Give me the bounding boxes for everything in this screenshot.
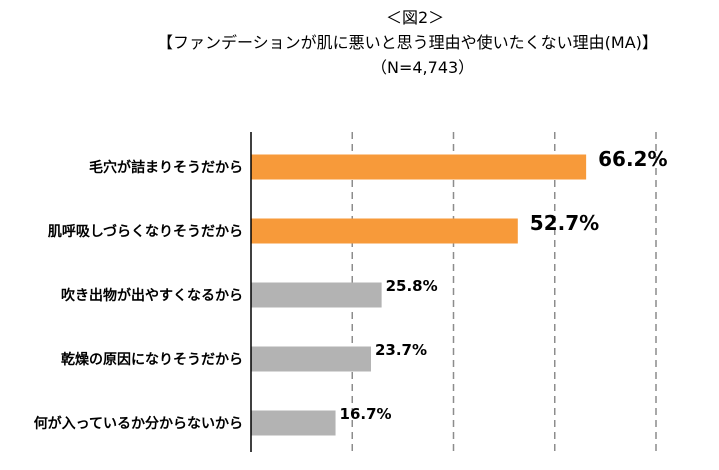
bar [251, 410, 336, 436]
category-label: 吹き出物が出やすくなるから [61, 287, 243, 304]
data-label: 66.2% [598, 147, 667, 171]
figure-label: ＜図2＞ [386, 8, 445, 27]
sample-size: （N=4,743） [371, 58, 475, 77]
bar [251, 218, 518, 244]
category-label: 何が入っているか分からないから [34, 415, 243, 432]
bar [251, 282, 382, 308]
data-label: 23.7% [375, 341, 427, 359]
data-label: 25.8% [386, 277, 438, 295]
category-label: 乾燥の原因になりそうだから [61, 351, 243, 368]
category-label: 毛穴が詰まりそうだから [89, 159, 243, 176]
bar [251, 346, 371, 372]
data-label: 16.7% [340, 405, 392, 423]
category-label: 肌呼吸しづらくなりそうだから [48, 223, 243, 240]
bar [251, 154, 587, 180]
data-label: 52.7% [530, 211, 599, 235]
chart-title: 【ファンデーションが肌に悪いと思う理由や使いたくない理由(MA)】 [157, 33, 658, 52]
